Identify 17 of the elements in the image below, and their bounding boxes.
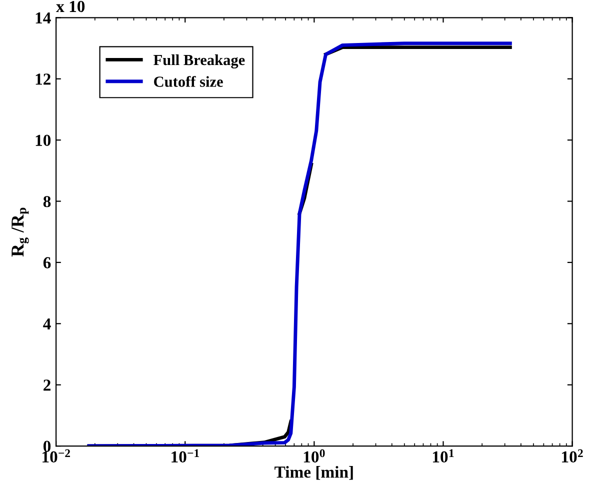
x-axis-title: Time [min] (274, 466, 353, 480)
legend-label: Full Breakage (154, 54, 245, 68)
y-tick-label: 14 (36, 12, 51, 24)
y-tick-label: 4 (43, 318, 51, 330)
x-tick-label: 10$^{−1}$ (172, 449, 199, 463)
legend-label: Cutoff size (154, 76, 223, 87)
x-tick-label: 10$^{1}$ (432, 449, 454, 463)
x-tick-label: 10$^{2}$ (562, 449, 583, 463)
y-tick-label: 6 (43, 257, 51, 268)
y-tick-label: 10 (36, 134, 51, 146)
y-tick-label: 8 (43, 196, 51, 208)
y-axis-title: R$_{g}$ /R$_{p}$ (12, 208, 29, 257)
text: x 10 (56, 0, 85, 12)
y-tick-label: 0 (43, 440, 51, 452)
y-tick-label: 2 (44, 380, 50, 391)
x-tick-label: 10$^{0}$ (304, 449, 325, 463)
y-tick-label: 12 (36, 74, 50, 85)
